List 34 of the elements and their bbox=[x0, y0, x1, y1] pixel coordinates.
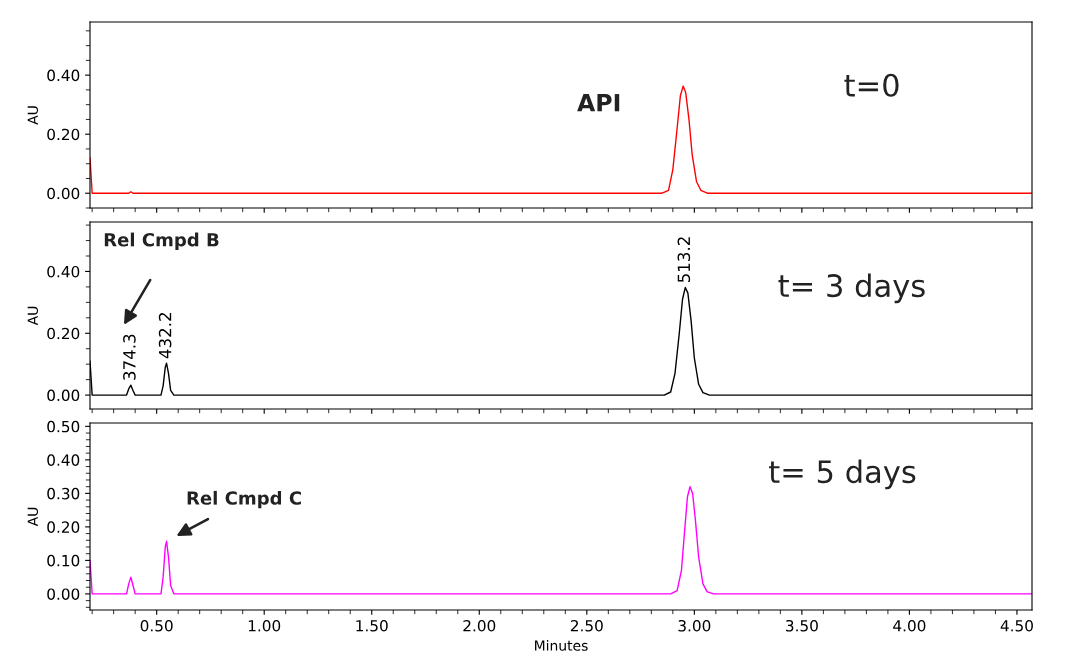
y-tick-label: 0.00 bbox=[47, 187, 80, 200]
y-axis-title: AU bbox=[27, 507, 39, 527]
annotation: t= 3 days bbox=[778, 273, 925, 304]
annotation: 432.2 bbox=[158, 313, 172, 359]
y-tick-label: 0.50 bbox=[47, 420, 80, 433]
x-axis-title: Minutes bbox=[535, 640, 588, 651]
y-axis-title: AU bbox=[27, 106, 39, 125]
x-tick-label: 4.50 bbox=[1000, 619, 1033, 632]
y-tick-label: 0.40 bbox=[47, 454, 80, 466]
y-tick-label: 0.20 bbox=[47, 327, 80, 340]
y-tick-label: 0.30 bbox=[47, 487, 80, 500]
y-tick-label: 0.40 bbox=[47, 69, 80, 82]
x-tick-label: 2.50 bbox=[570, 619, 603, 632]
y-tick-label: 0.10 bbox=[47, 554, 80, 567]
annotation: 513.2 bbox=[677, 237, 691, 283]
y-tick-label: 0.00 bbox=[47, 588, 80, 600]
x-tick-label: 3.00 bbox=[678, 619, 711, 632]
annotation: 374.3 bbox=[123, 334, 136, 380]
y-axis-title: AU bbox=[27, 306, 39, 326]
annotation: t=0 bbox=[844, 73, 899, 97]
x-tick-label: 3.50 bbox=[786, 619, 818, 632]
x-tick-label: 1.50 bbox=[356, 619, 388, 632]
x-tick-label: 1.00 bbox=[248, 619, 281, 632]
x-tick-label: 4.00 bbox=[893, 619, 926, 632]
x-tick-label: 2.00 bbox=[463, 619, 496, 632]
y-tick-label: 0.40 bbox=[47, 265, 80, 278]
x-tick-label: 0.50 bbox=[140, 619, 173, 632]
y-tick-label: 0.20 bbox=[47, 128, 80, 141]
y-tick-label: 0.00 bbox=[47, 389, 80, 402]
annotation: API bbox=[577, 94, 620, 112]
annotation: Rel Cmpd C bbox=[187, 490, 301, 509]
annotation: Rel Cmpd B bbox=[104, 232, 219, 251]
y-tick-label: 0.20 bbox=[47, 521, 80, 533]
annotation: t= 5 days bbox=[769, 459, 916, 490]
